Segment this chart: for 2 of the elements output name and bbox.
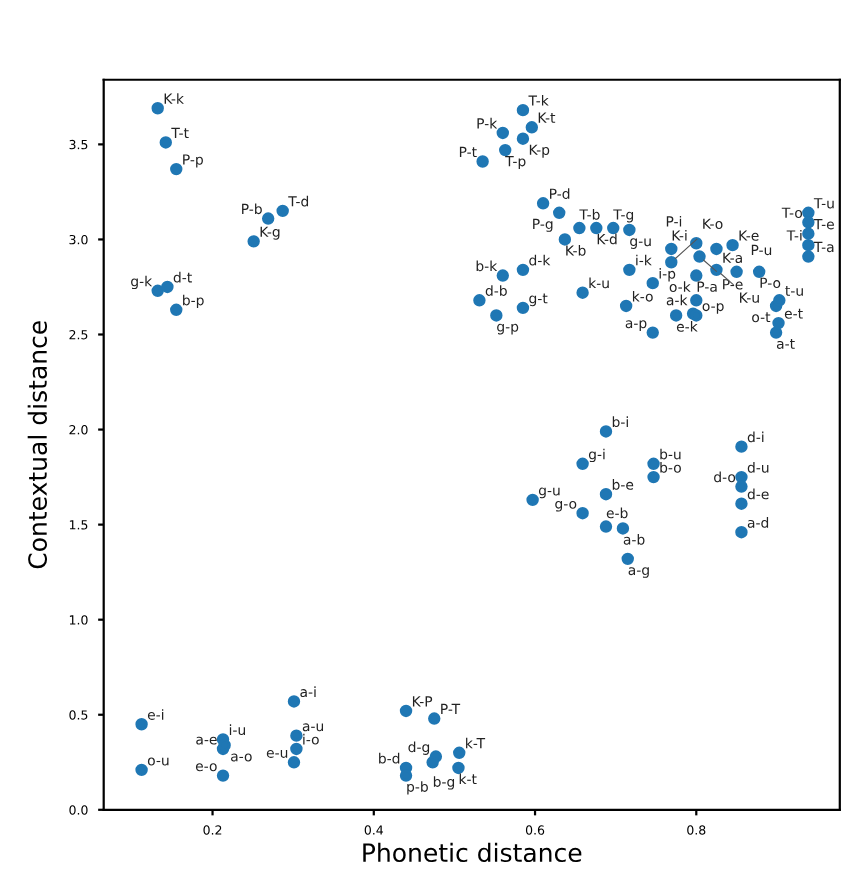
y-axis-title: Contextual distance <box>27 321 48 569</box>
x-axis-title: Phonetic distance <box>363 842 582 863</box>
